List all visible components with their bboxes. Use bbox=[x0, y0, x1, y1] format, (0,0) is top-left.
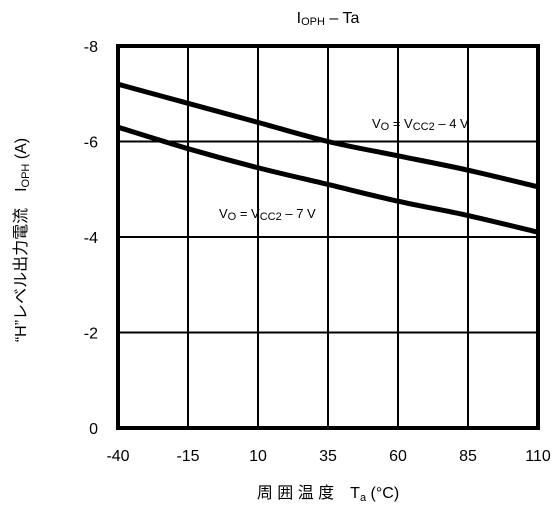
x-tick-label: 60 bbox=[389, 448, 407, 465]
x-axis-label: 周 囲 温 度 Ta (°C) bbox=[257, 484, 399, 504]
y-axis-label: “H”レベル出力電流 IOPH (A) bbox=[12, 138, 32, 342]
x-tick-label: 110 bbox=[525, 448, 551, 465]
series-line-vcc2-minus-7v bbox=[117, 124, 539, 235]
y-tick-label: -8 bbox=[84, 39, 98, 56]
plot-frame bbox=[116, 44, 540, 430]
y-tick-label: -4 bbox=[84, 230, 98, 247]
series-layer bbox=[117, 81, 539, 235]
series-label-vcc2-minus-7v: VO = VCC2 – 7 V bbox=[219, 206, 316, 223]
series-line-vcc2-minus-4v bbox=[117, 81, 539, 190]
tick-labels: -40 -15 10 35 60 85 110 0 -2 -4 -6 -8 bbox=[84, 39, 551, 465]
chart-title: IOPH – Ta bbox=[297, 10, 360, 28]
y-tick-label: -6 bbox=[84, 135, 98, 152]
x-tick-label: -15 bbox=[176, 448, 199, 465]
x-tick-label: 10 bbox=[249, 448, 267, 465]
x-tick-label: -40 bbox=[106, 448, 129, 465]
x-tick-label: 35 bbox=[319, 448, 337, 465]
y-tick-label: -2 bbox=[84, 326, 98, 343]
y-tick-label: 0 bbox=[89, 421, 98, 438]
grid-layer bbox=[118, 46, 538, 428]
x-tick-label: 85 bbox=[459, 448, 477, 465]
series-label-vcc2-minus-4v: VO = VCC2 – 4 V bbox=[372, 116, 469, 133]
